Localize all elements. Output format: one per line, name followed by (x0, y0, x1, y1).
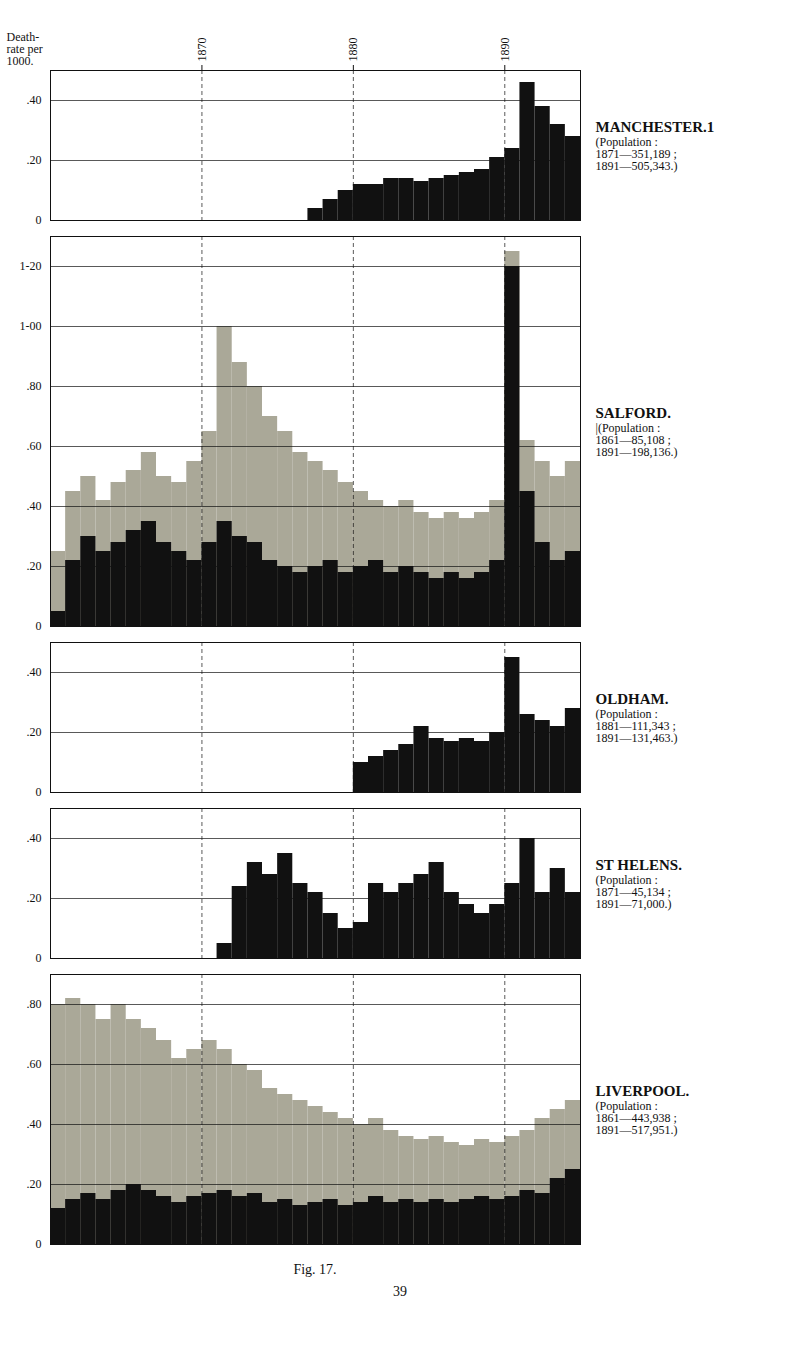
svg-text:.40: .40 (27, 499, 42, 513)
html-text:39: 39 (393, 1284, 407, 1299)
svg-text:1870: 1870 (195, 38, 209, 62)
svg-text:.20: .20 (27, 891, 42, 905)
svg-text:0: 0 (36, 1237, 42, 1251)
svg-text:(Population :1861—443,938 ;189: (Population :1861—443,938 ;1891—517,951.… (596, 1099, 678, 1137)
svg-text:.60: .60 (27, 1057, 42, 1071)
svg-text:.20: .20 (27, 1177, 42, 1191)
svg-text:0: 0 (36, 785, 42, 799)
svg-text:1890: 1890 (498, 38, 512, 62)
svg-text:.20: .20 (27, 153, 42, 167)
svg-text:MANCHESTER.1: MANCHESTER.1 (596, 119, 715, 135)
svg-text:.40: .40 (27, 1117, 42, 1131)
svg-text:(Population :1871—45,134 ;1891: (Population :1871—45,134 ;1891—71,000.) (596, 873, 672, 911)
svg-text:1-20: 1-20 (20, 259, 42, 273)
svg-text:.40: .40 (27, 665, 42, 679)
svg-text:0: 0 (36, 951, 42, 965)
html-text:Fig. 17.: Fig. 17. (293, 1262, 337, 1277)
svg-text:|(Population :1861—85,108 ;189: |(Population :1861—85,108 ;1891—198,136.… (596, 421, 678, 459)
svg-text:SALFORD.: SALFORD. (596, 405, 672, 421)
svg-text:.80: .80 (27, 379, 42, 393)
svg-text:0: 0 (36, 619, 42, 633)
svg-text:.80: .80 (27, 997, 42, 1011)
svg-text:Death-rate per1000.: Death-rate per1000. (7, 30, 43, 68)
svg-text:0: 0 (36, 213, 42, 227)
svg-text:.40: .40 (27, 93, 42, 107)
svg-text:1880: 1880 (346, 38, 360, 62)
svg-text:(Population :1881—111,343 ;189: (Population :1881—111,343 ;1891—131,463.… (596, 707, 678, 745)
svg-text:.20: .20 (27, 725, 42, 739)
svg-text:(Population :1871—351,189 ;189: (Population :1871—351,189 ;1891—505,343.… (596, 135, 678, 173)
svg-text:ST HELENS.: ST HELENS. (596, 857, 683, 873)
svg-text:.60: .60 (27, 439, 42, 453)
svg-text:.20: .20 (27, 559, 42, 573)
svg-text:LIVERPOOL.: LIVERPOOL. (596, 1083, 690, 1099)
svg-text:OLDHAM.: OLDHAM. (596, 691, 669, 707)
svg-text:.40: .40 (27, 831, 42, 845)
svg-text:1-00: 1-00 (20, 319, 42, 333)
